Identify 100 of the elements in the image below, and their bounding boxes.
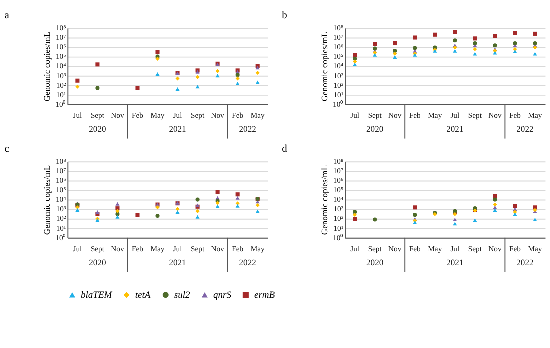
- x-tick-label: May: [528, 110, 542, 120]
- x-tick-label: Feb: [509, 110, 522, 120]
- text: 2022: [516, 124, 534, 134]
- y-axis-title: Genomic copies/mL: [319, 165, 330, 236]
- chart-title: a: [4, 10, 10, 22]
- text: 2022: [516, 258, 534, 268]
- text: 2020: [89, 258, 106, 268]
- x-tick-label: Feb: [132, 110, 144, 120]
- x-tick-label: Sept: [90, 244, 106, 254]
- text: 2021: [169, 124, 186, 134]
- y-tick-label: 10⁸: [333, 157, 344, 166]
- y-tick-label: 10⁸: [56, 157, 67, 166]
- y-tick-label: 10⁴: [56, 62, 67, 71]
- y-tick-label: 10⁸: [56, 24, 67, 33]
- text: 2020: [366, 258, 384, 268]
- x-tick-label: May: [150, 244, 165, 254]
- y-tick-label: 10⁷: [333, 33, 344, 42]
- text: 2020: [366, 124, 384, 134]
- y-tick-label: 10⁷: [56, 166, 67, 176]
- x-tick-label: Sept: [191, 110, 206, 120]
- x-tick-label: Nov: [111, 110, 124, 120]
- text: 2022: [239, 124, 256, 134]
- x-tick-label: Nov: [211, 244, 225, 254]
- x-tick-label: Nov: [488, 110, 502, 120]
- x-tick-label: Nov: [388, 244, 402, 254]
- x-tick-label: Jul: [73, 244, 82, 254]
- text: 2021: [446, 258, 464, 268]
- y-tick-label: 10⁰: [56, 100, 66, 109]
- x-tick-label: Feb: [232, 244, 244, 254]
- y-tick-label: 10⁰: [333, 233, 344, 242]
- x-tick-label: Jul: [350, 110, 360, 120]
- x-tick-label: Nov: [488, 244, 502, 254]
- text: 2021: [446, 124, 464, 134]
- x-tick-label: May: [528, 244, 542, 254]
- x-tick-label: Feb: [232, 110, 244, 120]
- x-tick-label: Sept: [468, 110, 483, 120]
- text: 2021: [169, 258, 186, 268]
- y-tick-label: 10⁵: [56, 186, 67, 195]
- y-tick-label: 10²: [334, 214, 344, 224]
- y-tick-label: 10⁰: [56, 233, 66, 242]
- y-tick-label: 10³: [56, 71, 67, 80]
- y-tick-label: 10¹: [56, 224, 67, 233]
- x-tick-label: Sept: [368, 244, 383, 254]
- y-tick-label: 10⁸: [333, 24, 344, 33]
- y-tick-label: 10¹: [56, 90, 67, 100]
- y-tick-label: 10³: [334, 204, 344, 214]
- x-tick-label: Jul: [73, 110, 82, 120]
- y-tick-label: 10²: [334, 80, 344, 90]
- x-tick-label: Nov: [111, 244, 124, 254]
- chart-title: b: [282, 10, 288, 22]
- y-tick-label: 10²: [56, 214, 67, 224]
- y-tick-label: 10³: [334, 71, 344, 80]
- legend-label: ermB: [254, 290, 276, 301]
- y-axis-title: Genomic copies/mL: [319, 32, 330, 102]
- legend-label: blaTEM: [81, 290, 114, 301]
- x-tick-label: Sept: [468, 244, 483, 254]
- x-tick-label: Feb: [509, 244, 522, 254]
- y-axis-title: Genomic copies/mL: [42, 165, 52, 236]
- y-tick-label: 10⁶: [333, 42, 344, 52]
- x-tick-label: Sept: [368, 110, 383, 120]
- legend-label: qnrS: [214, 290, 232, 301]
- x-tick-label: Jul: [450, 244, 460, 254]
- legend-label: tetA: [135, 290, 151, 301]
- y-tick-label: 10⁶: [56, 176, 67, 186]
- y-tick-label: 10⁶: [56, 42, 67, 52]
- y-tick-label: 10⁴: [56, 195, 67, 204]
- y-tick-label: 10¹: [334, 224, 344, 233]
- y-tick-label: 10⁶: [333, 176, 344, 186]
- x-tick-label: May: [250, 110, 266, 120]
- x-tick-label: May: [428, 110, 442, 120]
- x-tick-label: Jul: [173, 110, 182, 120]
- y-tick-label: 10⁵: [333, 52, 344, 62]
- y-tick-label: 10⁴: [333, 62, 344, 71]
- x-tick-label: Nov: [388, 110, 402, 120]
- x-tick-label: Feb: [409, 110, 422, 120]
- x-tick-label: Nov: [211, 110, 225, 120]
- y-tick-label: 10⁵: [56, 52, 67, 62]
- text: 2022: [239, 258, 256, 268]
- x-tick-label: May: [150, 110, 165, 120]
- y-tick-label: 10¹: [334, 90, 344, 100]
- x-tick-label: Sept: [191, 244, 206, 254]
- y-tick-label: 10⁰: [333, 100, 344, 109]
- x-tick-label: May: [428, 244, 442, 254]
- y-tick-label: 10⁷: [333, 166, 344, 176]
- y-tick-label: 10²: [56, 80, 67, 90]
- y-tick-label: 10⁴: [333, 195, 344, 204]
- chart-title: c: [4, 144, 10, 156]
- x-tick-label: May: [250, 244, 266, 254]
- y-tick-label: 10⁷: [56, 33, 67, 42]
- x-tick-label: Jul: [450, 110, 460, 120]
- text: 2020: [89, 124, 106, 134]
- x-tick-label: Jul: [350, 244, 360, 254]
- x-tick-label: Feb: [132, 244, 144, 254]
- y-axis-title: Genomic copies/mL: [42, 32, 52, 102]
- x-tick-label: Sept: [90, 110, 106, 120]
- chart-title: d: [282, 144, 288, 156]
- y-tick-label: 10³: [56, 204, 67, 214]
- legend-label: sul2: [174, 290, 191, 301]
- y-tick-label: 10⁵: [333, 186, 344, 195]
- x-tick-label: Jul: [173, 244, 182, 254]
